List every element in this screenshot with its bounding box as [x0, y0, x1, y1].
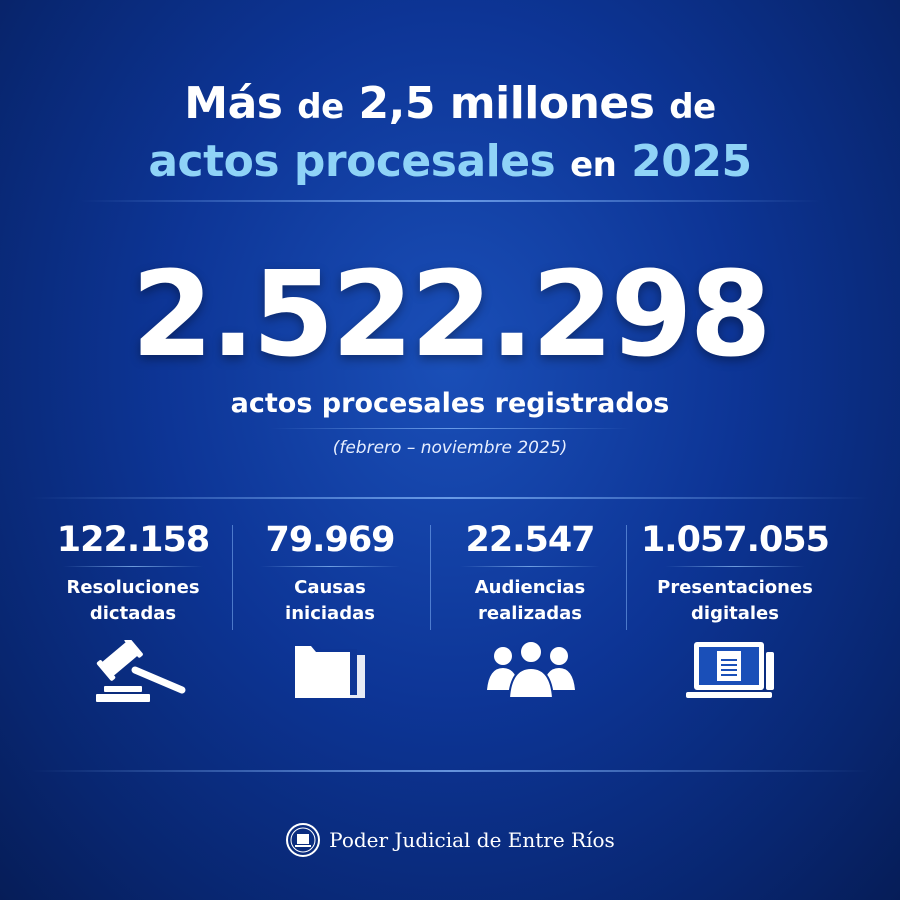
headline-highlight: 2,5 millones — [358, 78, 655, 129]
headline-line1: Más de 2,5 millones de — [0, 78, 900, 129]
headline-year: 2025 — [631, 136, 752, 187]
stat-label: realizadas — [478, 603, 582, 624]
headline-word: Más — [184, 78, 283, 129]
divider — [30, 497, 870, 499]
stat-label: Resoluciones — [66, 577, 200, 598]
court-seal-icon — [286, 823, 321, 857]
footer: Poder Judicial de Entre Ríos — [0, 822, 900, 858]
stat-value: 1.057.055 — [640, 520, 830, 560]
column-separator — [626, 525, 627, 630]
total-value: 2.522.298 — [131, 245, 771, 383]
stat-label: Presentaciones — [657, 577, 813, 598]
stat-resoluciones: 122.158 Resoluciones dictadas — [38, 520, 228, 627]
stat-label: Causas — [294, 577, 366, 598]
people-icon — [487, 640, 575, 699]
divider — [30, 770, 870, 772]
column-separator — [430, 525, 431, 630]
headline-highlight: actos procesales — [148, 136, 556, 187]
stat-value: 122.158 — [56, 520, 210, 560]
stat-label: iniciadas — [285, 603, 375, 624]
organization-name: Poder Judicial de Entre Ríos — [329, 828, 615, 852]
headline-word: en — [570, 145, 617, 185]
headline-word: de — [669, 87, 716, 127]
total-period: (febrero – noviembre 2025) — [332, 438, 568, 458]
stat-label: Audiencias — [474, 577, 586, 598]
laptop-document-icon — [686, 642, 774, 698]
folders-icon — [295, 644, 365, 698]
headline-line2: actos procesales en 2025 — [0, 136, 900, 187]
stat-value: 79.969 — [265, 520, 395, 560]
total-label: actos procesales registrados — [230, 388, 670, 419]
stat-label: digitales — [691, 603, 779, 624]
divider — [270, 428, 630, 429]
stat-presentaciones: 1.057.055 Presentaciones digitales — [640, 520, 830, 627]
gavel-icon — [96, 640, 186, 702]
stat-audiencias: 22.547 Audiencias realizadas — [435, 520, 625, 627]
stat-causas: 79.969 Causas iniciadas — [235, 520, 425, 627]
headline-word: de — [297, 87, 344, 127]
column-separator — [232, 525, 233, 630]
divider — [80, 200, 820, 202]
stat-label: dictadas — [89, 603, 177, 624]
stat-value: 22.547 — [465, 520, 595, 560]
